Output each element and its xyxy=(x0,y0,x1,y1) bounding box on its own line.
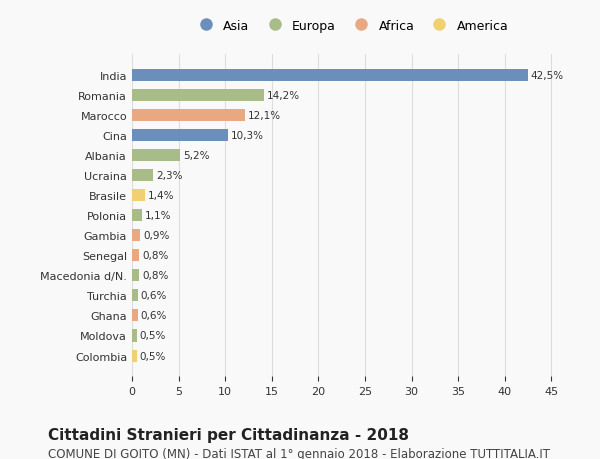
Bar xyxy=(132,290,137,302)
Bar xyxy=(132,70,528,82)
Text: 0,6%: 0,6% xyxy=(140,291,167,301)
Text: 12,1%: 12,1% xyxy=(248,111,281,121)
Bar xyxy=(132,90,265,102)
Text: 42,5%: 42,5% xyxy=(531,71,564,81)
Bar xyxy=(132,310,137,322)
Text: 1,1%: 1,1% xyxy=(145,211,172,221)
Bar xyxy=(132,250,139,262)
Text: Cittadini Stranieri per Cittadinanza - 2018: Cittadini Stranieri per Cittadinanza - 2… xyxy=(48,427,409,442)
Text: COMUNE DI GOITO (MN) - Dati ISTAT al 1° gennaio 2018 - Elaborazione TUTTITALIA.I: COMUNE DI GOITO (MN) - Dati ISTAT al 1° … xyxy=(48,448,550,459)
Bar xyxy=(132,350,137,362)
Text: 10,3%: 10,3% xyxy=(231,131,264,141)
Bar xyxy=(132,190,145,202)
Bar xyxy=(132,130,228,142)
Text: 14,2%: 14,2% xyxy=(267,91,300,101)
Bar xyxy=(132,170,154,182)
Bar xyxy=(132,230,140,242)
Text: 2,3%: 2,3% xyxy=(156,171,183,181)
Text: 0,5%: 0,5% xyxy=(139,351,166,361)
Bar xyxy=(132,210,142,222)
Bar xyxy=(132,110,245,122)
Text: 0,8%: 0,8% xyxy=(142,251,169,261)
Text: 0,6%: 0,6% xyxy=(140,311,167,321)
Text: 1,4%: 1,4% xyxy=(148,191,175,201)
Bar xyxy=(132,330,137,342)
Text: 0,5%: 0,5% xyxy=(139,331,166,341)
Bar xyxy=(132,150,181,162)
Text: 0,8%: 0,8% xyxy=(142,271,169,281)
Legend: Asia, Europa, Africa, America: Asia, Europa, Africa, America xyxy=(193,20,509,33)
Text: 5,2%: 5,2% xyxy=(183,151,210,161)
Text: 0,9%: 0,9% xyxy=(143,231,170,241)
Bar xyxy=(132,270,139,282)
